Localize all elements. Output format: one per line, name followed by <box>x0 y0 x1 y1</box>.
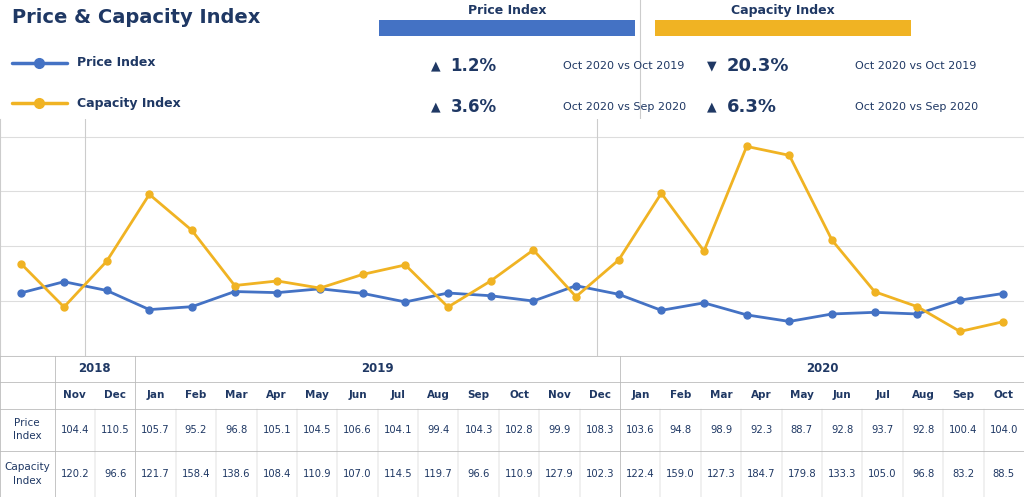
Text: 2020: 2020 <box>806 362 839 375</box>
Text: Feb: Feb <box>670 390 691 400</box>
Text: 110.9: 110.9 <box>505 469 534 479</box>
Text: 103.6: 103.6 <box>626 425 654 435</box>
Text: Capacity Index: Capacity Index <box>731 3 836 16</box>
Text: 96.8: 96.8 <box>912 469 934 479</box>
Text: Aug: Aug <box>427 390 450 400</box>
Text: Oct: Oct <box>509 390 529 400</box>
Text: 104.1: 104.1 <box>384 425 412 435</box>
Text: Oct 2020 vs Sep 2020: Oct 2020 vs Sep 2020 <box>563 102 686 112</box>
Text: 104.0: 104.0 <box>989 425 1018 435</box>
Text: 95.2: 95.2 <box>184 425 207 435</box>
Text: 20.3%: 20.3% <box>727 57 790 76</box>
Bar <box>379 20 635 36</box>
Text: Capacity
Index: Capacity Index <box>4 462 50 486</box>
Text: 105.0: 105.0 <box>868 469 897 479</box>
Text: 108.4: 108.4 <box>262 469 291 479</box>
Text: Jan: Jan <box>146 390 165 400</box>
Text: 184.7: 184.7 <box>748 469 776 479</box>
Text: 93.7: 93.7 <box>871 425 894 435</box>
Text: 114.5: 114.5 <box>384 469 413 479</box>
Text: 110.9: 110.9 <box>303 469 332 479</box>
Text: Apr: Apr <box>752 390 772 400</box>
Text: Capacity Index: Capacity Index <box>77 96 180 110</box>
Text: Jan: Jan <box>631 390 649 400</box>
Text: 159.0: 159.0 <box>667 469 695 479</box>
Text: Oct 2020 vs Oct 2019: Oct 2020 vs Oct 2019 <box>563 61 685 72</box>
Text: 179.8: 179.8 <box>787 469 816 479</box>
Text: 92.3: 92.3 <box>751 425 772 435</box>
Text: Sep: Sep <box>468 390 489 400</box>
Text: 6.3%: 6.3% <box>727 98 777 116</box>
Bar <box>655 20 911 36</box>
Text: 138.6: 138.6 <box>222 469 251 479</box>
Text: ▲: ▲ <box>708 100 717 113</box>
Text: 92.8: 92.8 <box>831 425 853 435</box>
Text: Dec: Dec <box>589 390 611 400</box>
Text: 88.5: 88.5 <box>992 469 1015 479</box>
Text: 88.7: 88.7 <box>791 425 813 435</box>
Text: 104.4: 104.4 <box>60 425 89 435</box>
Text: 120.2: 120.2 <box>60 469 89 479</box>
Text: ▼: ▼ <box>708 60 717 73</box>
Text: 96.6: 96.6 <box>104 469 126 479</box>
Text: 119.7: 119.7 <box>424 469 453 479</box>
Text: ▲: ▲ <box>431 100 440 113</box>
Text: 2019: 2019 <box>361 362 394 375</box>
Text: Apr: Apr <box>266 390 287 400</box>
Text: Jun: Jun <box>348 390 367 400</box>
Text: Jul: Jul <box>876 390 890 400</box>
Text: Price Index: Price Index <box>77 56 156 69</box>
Text: Oct 2020 vs Oct 2019: Oct 2020 vs Oct 2019 <box>855 61 977 72</box>
Text: 83.2: 83.2 <box>952 469 975 479</box>
Text: 105.1: 105.1 <box>262 425 291 435</box>
Text: 3.6%: 3.6% <box>451 98 497 116</box>
Text: Price & Capacity Index: Price & Capacity Index <box>12 8 261 27</box>
Text: Dec: Dec <box>104 390 126 400</box>
Text: 92.8: 92.8 <box>912 425 934 435</box>
Text: 2018: 2018 <box>79 362 112 375</box>
Text: 105.7: 105.7 <box>141 425 170 435</box>
Text: 108.3: 108.3 <box>586 425 614 435</box>
Text: Oct 2020 vs Sep 2020: Oct 2020 vs Sep 2020 <box>855 102 978 112</box>
Text: Jul: Jul <box>390 390 406 400</box>
Text: 94.8: 94.8 <box>670 425 691 435</box>
Text: 100.4: 100.4 <box>949 425 978 435</box>
Text: 96.8: 96.8 <box>225 425 248 435</box>
Text: 127.9: 127.9 <box>545 469 573 479</box>
Text: Oct: Oct <box>994 390 1014 400</box>
Text: Sep: Sep <box>952 390 975 400</box>
Text: Price
Index: Price Index <box>13 418 42 441</box>
Text: 1.2%: 1.2% <box>451 57 497 76</box>
Text: 121.7: 121.7 <box>141 469 170 479</box>
Text: 158.4: 158.4 <box>181 469 210 479</box>
Text: ▲: ▲ <box>431 60 440 73</box>
Text: 99.9: 99.9 <box>548 425 570 435</box>
Text: 102.3: 102.3 <box>586 469 614 479</box>
Text: 102.8: 102.8 <box>505 425 534 435</box>
Text: 104.3: 104.3 <box>465 425 493 435</box>
Text: 127.3: 127.3 <box>707 469 735 479</box>
Text: 133.3: 133.3 <box>828 469 856 479</box>
Text: 99.4: 99.4 <box>427 425 450 435</box>
Text: May: May <box>790 390 814 400</box>
Text: Nov: Nov <box>548 390 570 400</box>
Text: 122.4: 122.4 <box>626 469 654 479</box>
Text: Feb: Feb <box>185 390 207 400</box>
Text: 96.6: 96.6 <box>468 469 489 479</box>
Text: 98.9: 98.9 <box>710 425 732 435</box>
Text: 110.5: 110.5 <box>100 425 129 435</box>
Text: Jun: Jun <box>833 390 852 400</box>
Text: Price Index: Price Index <box>468 3 546 16</box>
Text: 107.0: 107.0 <box>343 469 372 479</box>
Text: May: May <box>305 390 329 400</box>
Text: 104.5: 104.5 <box>303 425 332 435</box>
Text: Nov: Nov <box>63 390 86 400</box>
Text: Aug: Aug <box>911 390 935 400</box>
Text: 106.6: 106.6 <box>343 425 372 435</box>
Text: Mar: Mar <box>710 390 732 400</box>
Text: Mar: Mar <box>225 390 248 400</box>
